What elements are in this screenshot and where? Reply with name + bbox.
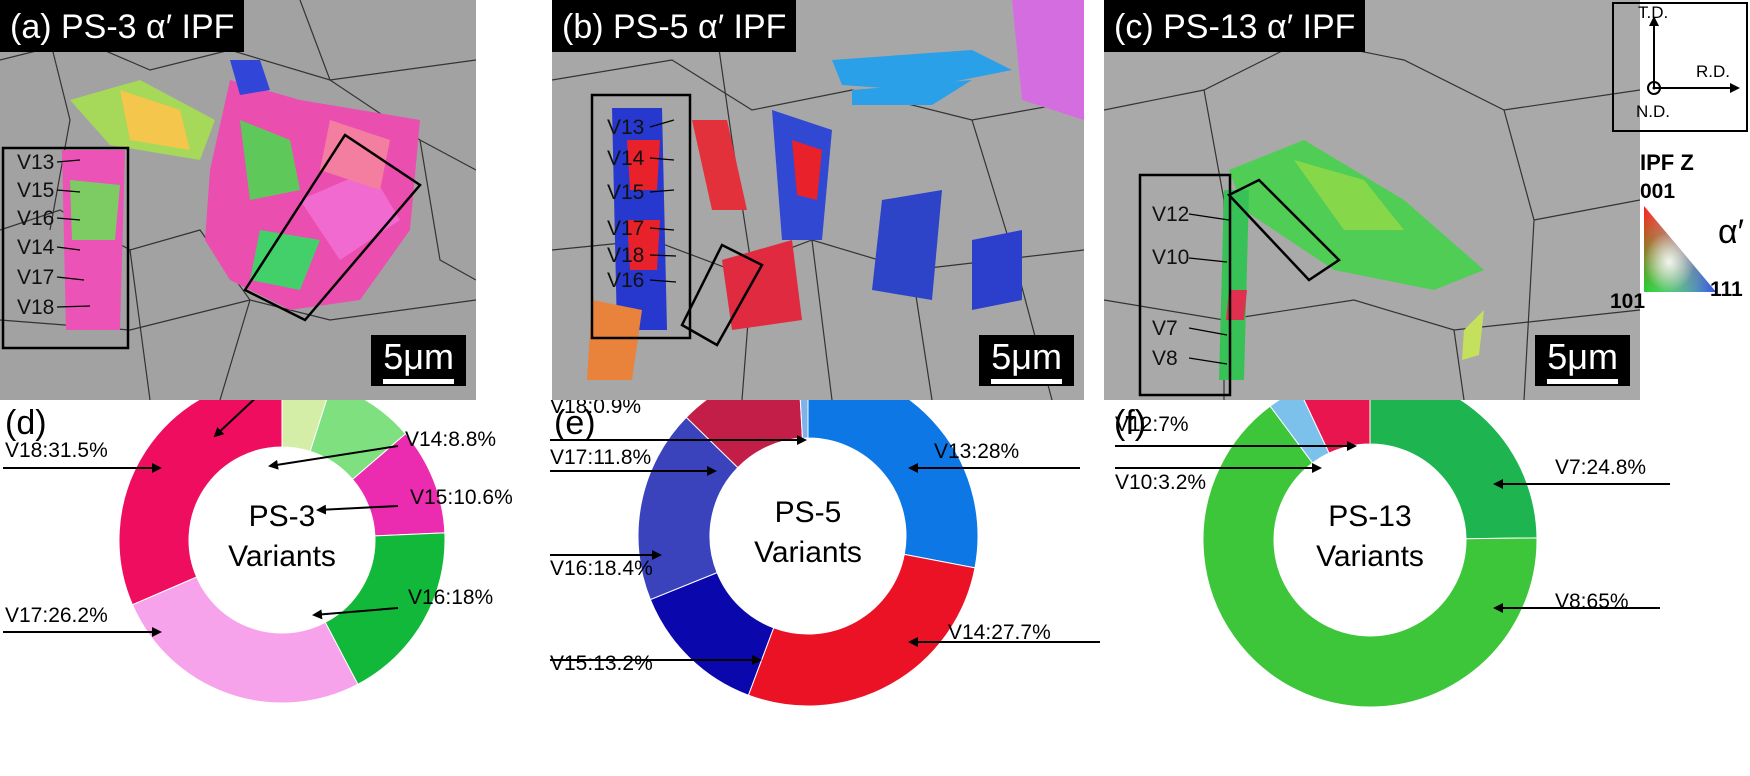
panel-c: (c) PS-13 α′ IPF V12 V10 V7 V8 5μm [1104, 0, 1640, 400]
panel-b-variant-label: V17 [607, 217, 645, 240]
panel-c-variant-label: V10 [1152, 246, 1190, 269]
data-label-v7: V7:24.8% [1555, 456, 1646, 479]
ipf-triangle [1644, 206, 1716, 292]
ipf-corner-111: 111 [1710, 278, 1743, 301]
data-label-v17: V17:11.8% [550, 446, 651, 469]
panel-c-variant-label: V7 [1152, 317, 1178, 340]
panel-c-variant-label: V12 [1152, 203, 1190, 226]
data-label-v16: V16:18% [408, 586, 493, 609]
label-arrow [316, 504, 399, 515]
label-arrow [312, 607, 399, 620]
panel-letter-e: (e) [554, 404, 596, 442]
panel-a-variant-label: V15 [17, 179, 55, 202]
panel-a-tag: (a) PS-3 α′ IPF [0, 0, 245, 52]
donut-slice-v17 [685, 400, 803, 469]
donut-center-label: Variants [1316, 540, 1424, 573]
panel-a-variant-label: V14 [17, 236, 55, 259]
ipf-corner-101: 101 [1610, 290, 1646, 313]
panel-b: (b) PS-5 α′ IPF V13 V14 V15 V17 V18 V16 … [552, 0, 1084, 400]
scale-bar-b: 5μm [979, 335, 1074, 386]
rd-label: R.D. [1696, 62, 1730, 81]
donut-slice-v8 [1202, 405, 1538, 708]
data-label-v18: V18:31.5% [5, 439, 108, 462]
data-label-v14: V14:8.8% [405, 428, 496, 451]
panel-a-variant-label: V13 [17, 151, 55, 174]
data-label-v14: V14:27.7% [948, 621, 1051, 644]
panel-a-variant-label: V17 [17, 266, 55, 289]
data-label-v18: V18:0.9% [550, 400, 641, 418]
donut-slice-v16 [637, 416, 739, 601]
data-label-v12: V12:7% [1115, 413, 1189, 436]
panel-b-variant-label: V14 [607, 147, 645, 170]
panel-letter-d: (d) [5, 404, 47, 442]
data-label-v15: V15:10.6% [410, 486, 513, 509]
micrograph-c [1104, 0, 1640, 400]
donut-center-label: Variants [228, 540, 336, 573]
data-label-v17: V17:26.2% [5, 604, 108, 627]
donut-slice-v17 [131, 576, 359, 704]
donut-center-label: Variants [754, 536, 862, 569]
data-label-v15: V15:13.2% [550, 652, 653, 675]
data-label-v8: V8:65% [1555, 590, 1629, 613]
sample-axes-legend: T.D. R.D. N.D. [1612, 2, 1748, 132]
ipf-corner-001: 001 [1640, 180, 1676, 203]
donut-slice-v14 [747, 553, 976, 707]
phase-symbol: α′ [1718, 213, 1745, 251]
td-label: T.D. [1638, 3, 1669, 22]
donut-center-label: PS-5 [775, 496, 842, 529]
donut-slice-v7 [1369, 400, 1538, 540]
variant-donut-charts: PS-3VariantsV13:4.9%V14:8.8%V15:10.6%V16… [3, 400, 1670, 708]
micrograph-b [552, 0, 1084, 400]
data-label-v13: V13:28% [934, 440, 1019, 463]
panel-b-variant-label: V16 [607, 269, 645, 292]
donut-center-label: PS-3 [249, 500, 316, 533]
panel-b-tag: (b) PS-5 α′ IPF [552, 0, 797, 52]
nd-label: N.D. [1636, 102, 1670, 121]
donut-center-label: PS-13 [1328, 500, 1411, 533]
panel-c-tag: (c) PS-13 α′ IPF [1104, 0, 1366, 52]
panel-b-variant-label: V18 [607, 244, 645, 267]
label-arrow [268, 445, 399, 470]
panel-b-variant-label: V13 [607, 116, 645, 139]
panel-b-variant-label: V15 [607, 181, 645, 204]
micrograph-a [0, 0, 476, 400]
scale-bar-c: 5μm [1535, 335, 1630, 386]
data-label-v10: V10:3.2% [1115, 471, 1206, 494]
data-label-v16: V16:18.4% [550, 557, 653, 580]
label-arrow [213, 400, 255, 438]
ipf-title: IPF Z [1640, 150, 1694, 175]
panel-a-variant-label: V16 [17, 207, 55, 230]
panel-a-variant-label: V18 [17, 296, 55, 319]
panel-a: (a) PS-3 α′ IPF V13 V15 V16 V14 V17 V18 … [0, 0, 476, 400]
panel-c-variant-label: V8 [1152, 347, 1178, 370]
scale-bar-a: 5μm [371, 335, 466, 386]
donut-slice-v12 [1303, 400, 1371, 454]
donut-slice-v13 [807, 400, 979, 569]
donut-slice-v18 [118, 400, 283, 606]
axes-arrows [1647, 16, 1740, 95]
panel-letter-f: (f) [1114, 404, 1147, 442]
